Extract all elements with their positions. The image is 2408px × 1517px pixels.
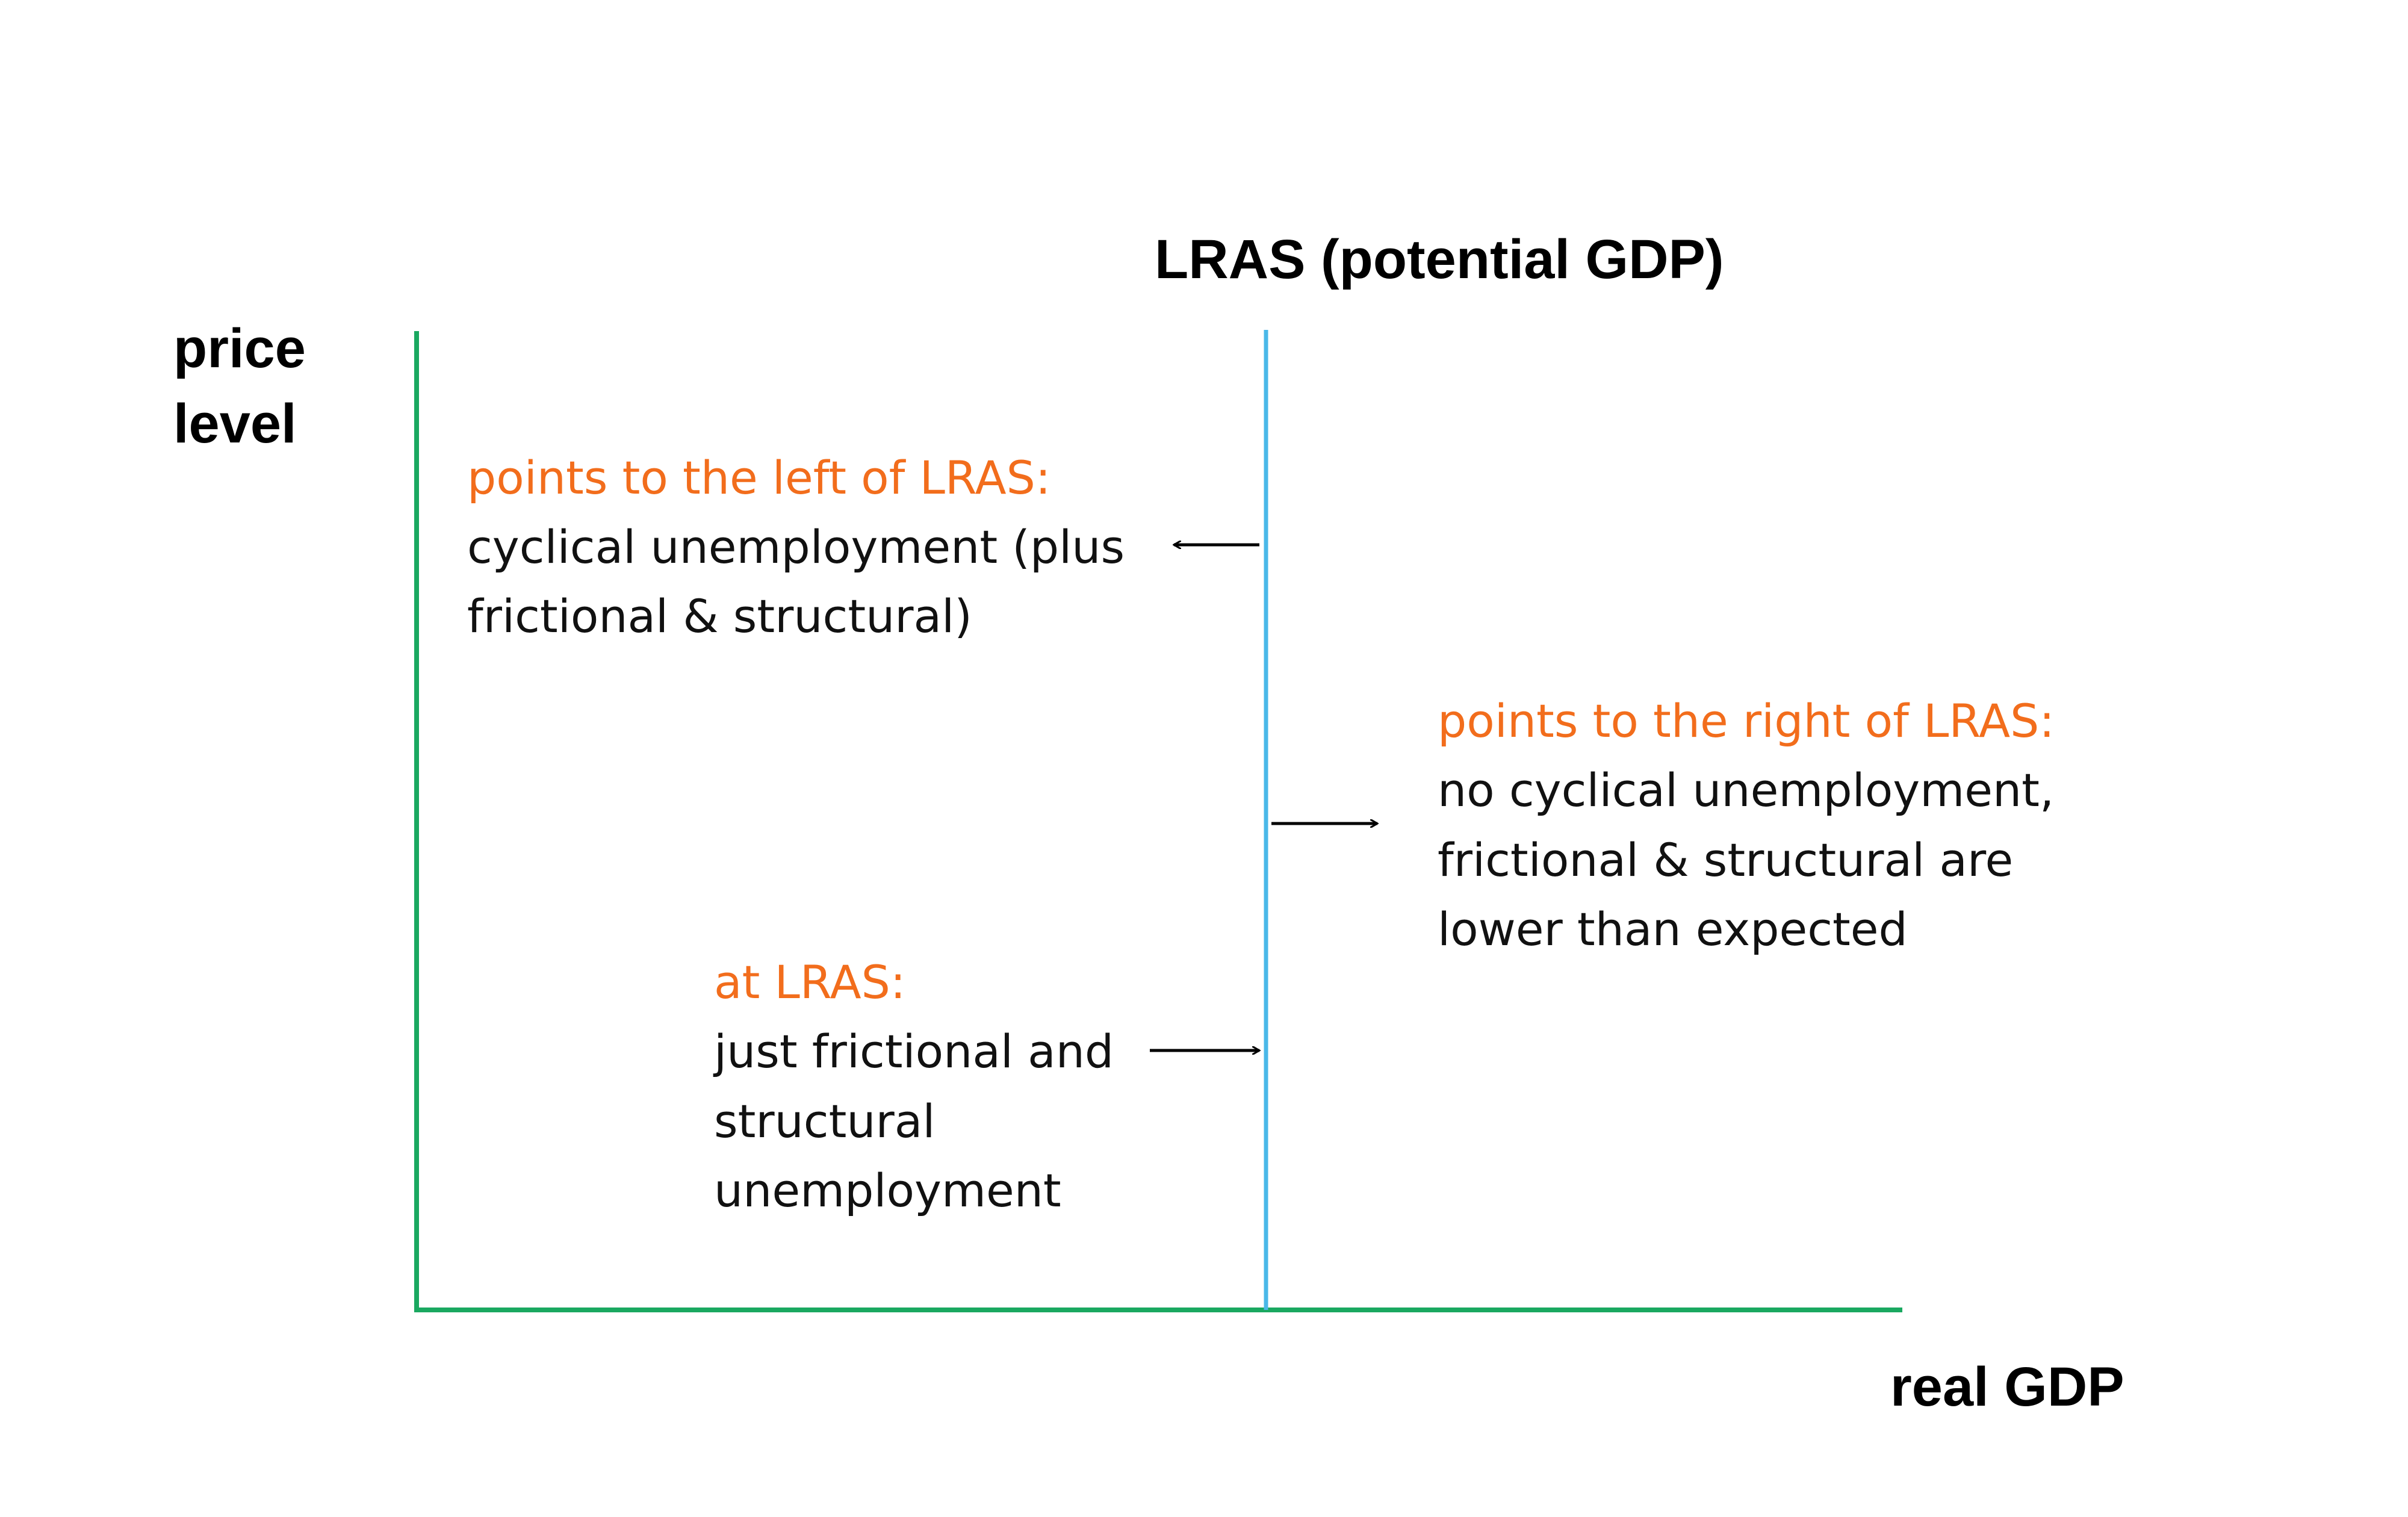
right-annotation-line: lower than expected <box>1438 902 1908 956</box>
right-annotation-heading: points to the right of LRAS: <box>1438 694 2055 748</box>
y-axis-label-line2: level <box>173 393 297 454</box>
y-axis-label-line1: price <box>173 318 306 379</box>
at-lras-annotation-line: just frictional and <box>713 1025 1114 1078</box>
right-annotation-line: no cyclical unemployment, <box>1438 763 2054 817</box>
lras-label: LRAS (potential GDP) <box>1155 229 1724 290</box>
at-lras-annotation-line: unemployment <box>714 1164 1061 1217</box>
left-annotation-line: frictional & structural) <box>467 589 972 643</box>
at-lras-annotation-line: structural <box>714 1094 936 1148</box>
left-annotation-line: cyclical unemployment (plus <box>467 520 1125 574</box>
x-axis-label: real GDP <box>1890 1356 2124 1418</box>
right-annotation-line: frictional & structural are <box>1438 833 2013 887</box>
at-lras-annotation-heading: at LRAS: <box>714 955 905 1009</box>
left-annotation-heading: points to the left of LRAS: <box>467 451 1050 504</box>
